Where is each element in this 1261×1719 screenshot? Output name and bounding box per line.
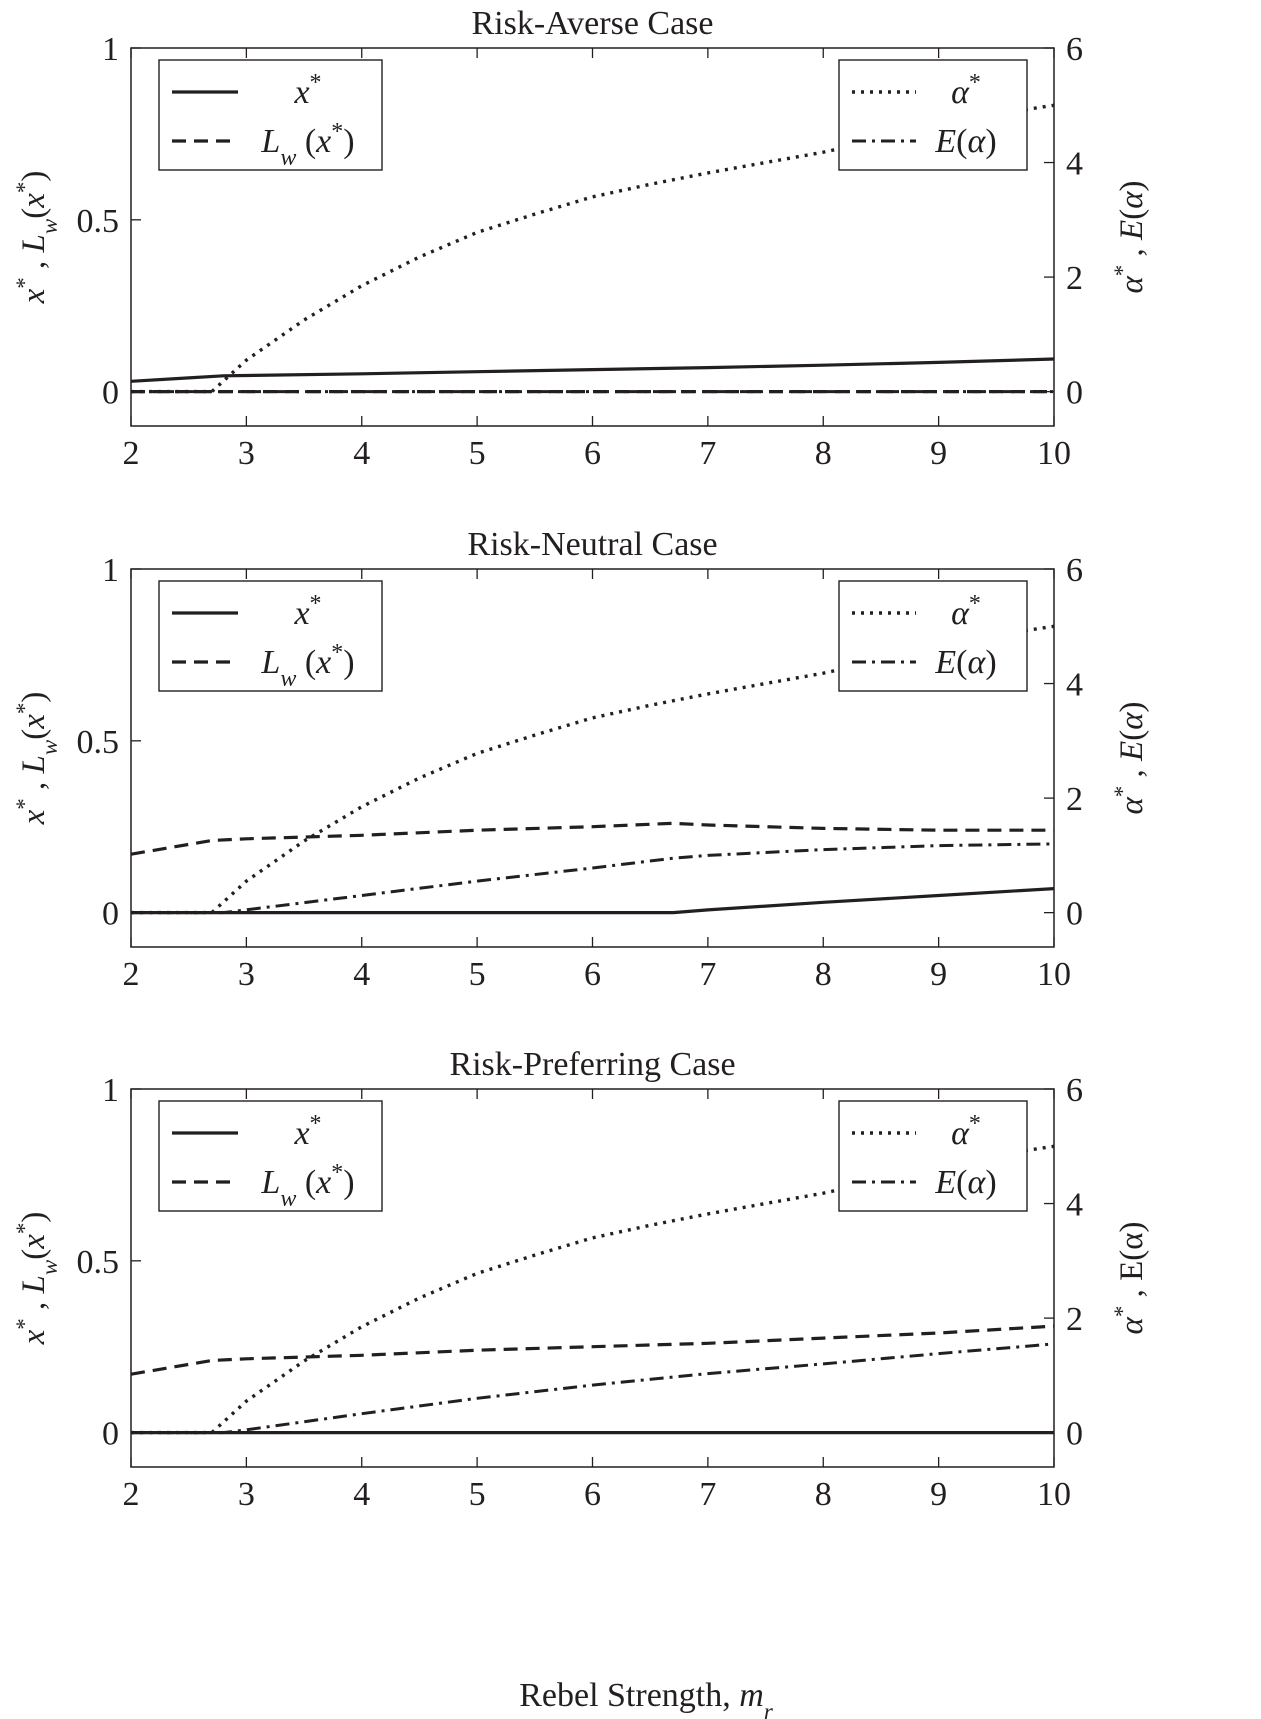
series-line-Lw(x*) xyxy=(131,821,1054,856)
y-axis-label-left: x* , Lw(x*) xyxy=(12,171,62,305)
y-tick-label-right: 2 xyxy=(1066,1301,1083,1338)
legend-right: α* E(α) xyxy=(838,1100,1028,1212)
legend-box xyxy=(838,580,1028,692)
x-tick-label: 3 xyxy=(238,435,255,472)
legend-label: Lw (x*) xyxy=(260,640,354,692)
y-tick-label-right: 6 xyxy=(1066,31,1083,68)
x-tick-label: 5 xyxy=(469,956,486,993)
y-tick-label-right: 2 xyxy=(1066,781,1083,818)
series-line-x* xyxy=(131,357,1054,383)
legend-label: E(α) xyxy=(934,1164,996,1201)
legend-label: E(α) xyxy=(934,123,996,160)
legend-left: x* Lw (x*) xyxy=(158,580,383,692)
y-axis-label-right: α* , E(α) xyxy=(1110,701,1151,814)
y-tick-label-left: 0.5 xyxy=(77,203,120,240)
x-tick-label: 5 xyxy=(469,435,486,472)
x-tick-label: 4 xyxy=(353,1476,370,1513)
y-tick-label-right: 4 xyxy=(1066,667,1083,704)
x-tick-label: 4 xyxy=(353,956,370,993)
y-tick-label-left: 0 xyxy=(102,375,119,412)
x-tick-label: 9 xyxy=(930,956,947,993)
legend-label: E(α) xyxy=(934,644,996,681)
legend-label: Lw (x*) xyxy=(260,119,354,171)
legend-right: α* E(α) xyxy=(838,580,1028,692)
x-tick-label: 6 xyxy=(584,956,601,993)
y-tick-label-right: 2 xyxy=(1066,260,1083,297)
x-tick-label: 4 xyxy=(353,435,370,472)
legend-label: x* xyxy=(293,591,321,632)
series-line-E(α) xyxy=(131,1342,1054,1435)
y-tick-label-left: 0.5 xyxy=(77,724,120,761)
x-tick-label: 6 xyxy=(584,435,601,472)
y-tick-label-left: 0 xyxy=(102,1416,119,1453)
x-tick-label: 3 xyxy=(238,956,255,993)
y-tick-label-left: 1 xyxy=(102,1072,119,1109)
y-tick-label-right: 0 xyxy=(1066,1416,1083,1453)
legend-label: α* xyxy=(951,591,981,632)
series-line-Lw(x*) xyxy=(131,1324,1054,1376)
chart-title: Risk-Neutral Case xyxy=(467,526,717,563)
y-axis-label-right: α* , E(α) xyxy=(1110,1221,1151,1334)
series-line-x* xyxy=(131,887,1054,915)
y-tick-label-right: 0 xyxy=(1066,896,1083,933)
y-tick-label-right: 0 xyxy=(1066,375,1083,412)
legend-right: α* E(α) xyxy=(838,59,1028,171)
legend-label: x* xyxy=(293,1111,321,1152)
y-tick-label-left: 1 xyxy=(102,31,119,68)
series-line-E(α) xyxy=(131,842,1054,915)
legend-box xyxy=(158,59,383,171)
y-axis-label-left: x* , Lw(x*) xyxy=(12,692,62,826)
y-axis-label-right: α* , E(α) xyxy=(1110,180,1151,293)
x-tick-label: 9 xyxy=(930,435,947,472)
legend-left: x* Lw (x*) xyxy=(158,1100,383,1212)
legend-label: α* xyxy=(951,70,981,111)
x-tick-label: 8 xyxy=(815,435,832,472)
y-tick-label-right: 6 xyxy=(1066,1072,1083,1109)
series-group xyxy=(131,103,1054,394)
series-group xyxy=(131,1144,1054,1435)
x-tick-label: 6 xyxy=(584,1476,601,1513)
x-tick-label: 7 xyxy=(699,956,716,993)
x-tick-label: 2 xyxy=(123,956,140,993)
x-tick-label: 2 xyxy=(123,435,140,472)
legend-box xyxy=(838,59,1028,171)
legend-box xyxy=(158,1100,383,1212)
legend-label: α* xyxy=(951,1111,981,1152)
x-tick-label: 10 xyxy=(1037,1476,1071,1513)
legend-left: x* Lw (x*) xyxy=(158,59,383,171)
x-tick-label: 3 xyxy=(238,1476,255,1513)
x-tick-label: 5 xyxy=(469,1476,486,1513)
x-tick-label: 9 xyxy=(930,1476,947,1513)
y-tick-label-left: 0.5 xyxy=(77,1244,120,1281)
chart-title: Risk-Averse Case xyxy=(471,5,713,42)
y-tick-label-left: 0 xyxy=(102,896,119,933)
x-tick-label: 7 xyxy=(699,1476,716,1513)
x-tick-label: 7 xyxy=(699,435,716,472)
x-tick-label: 10 xyxy=(1037,956,1071,993)
x-tick-label: 10 xyxy=(1037,435,1071,472)
y-tick-label-left: 1 xyxy=(102,552,119,589)
chart-title: Risk-Preferring Case xyxy=(449,1046,735,1083)
y-tick-label-right: 4 xyxy=(1066,146,1083,183)
legend-label: x* xyxy=(293,70,321,111)
x-axis-label: Rebel Strength, mr xyxy=(519,1677,774,1719)
x-tick-label: 2 xyxy=(123,1476,140,1513)
y-tick-label-right: 4 xyxy=(1066,1187,1083,1224)
legend-label: Lw (x*) xyxy=(260,1160,354,1212)
y-tick-label-right: 6 xyxy=(1066,552,1083,589)
legend-box xyxy=(838,1100,1028,1212)
x-tick-label: 8 xyxy=(815,1476,832,1513)
series-group xyxy=(131,624,1054,915)
x-tick-label: 8 xyxy=(815,956,832,993)
legend-box xyxy=(158,580,383,692)
y-axis-label-left: x* , Lw(x*) xyxy=(12,1212,62,1346)
